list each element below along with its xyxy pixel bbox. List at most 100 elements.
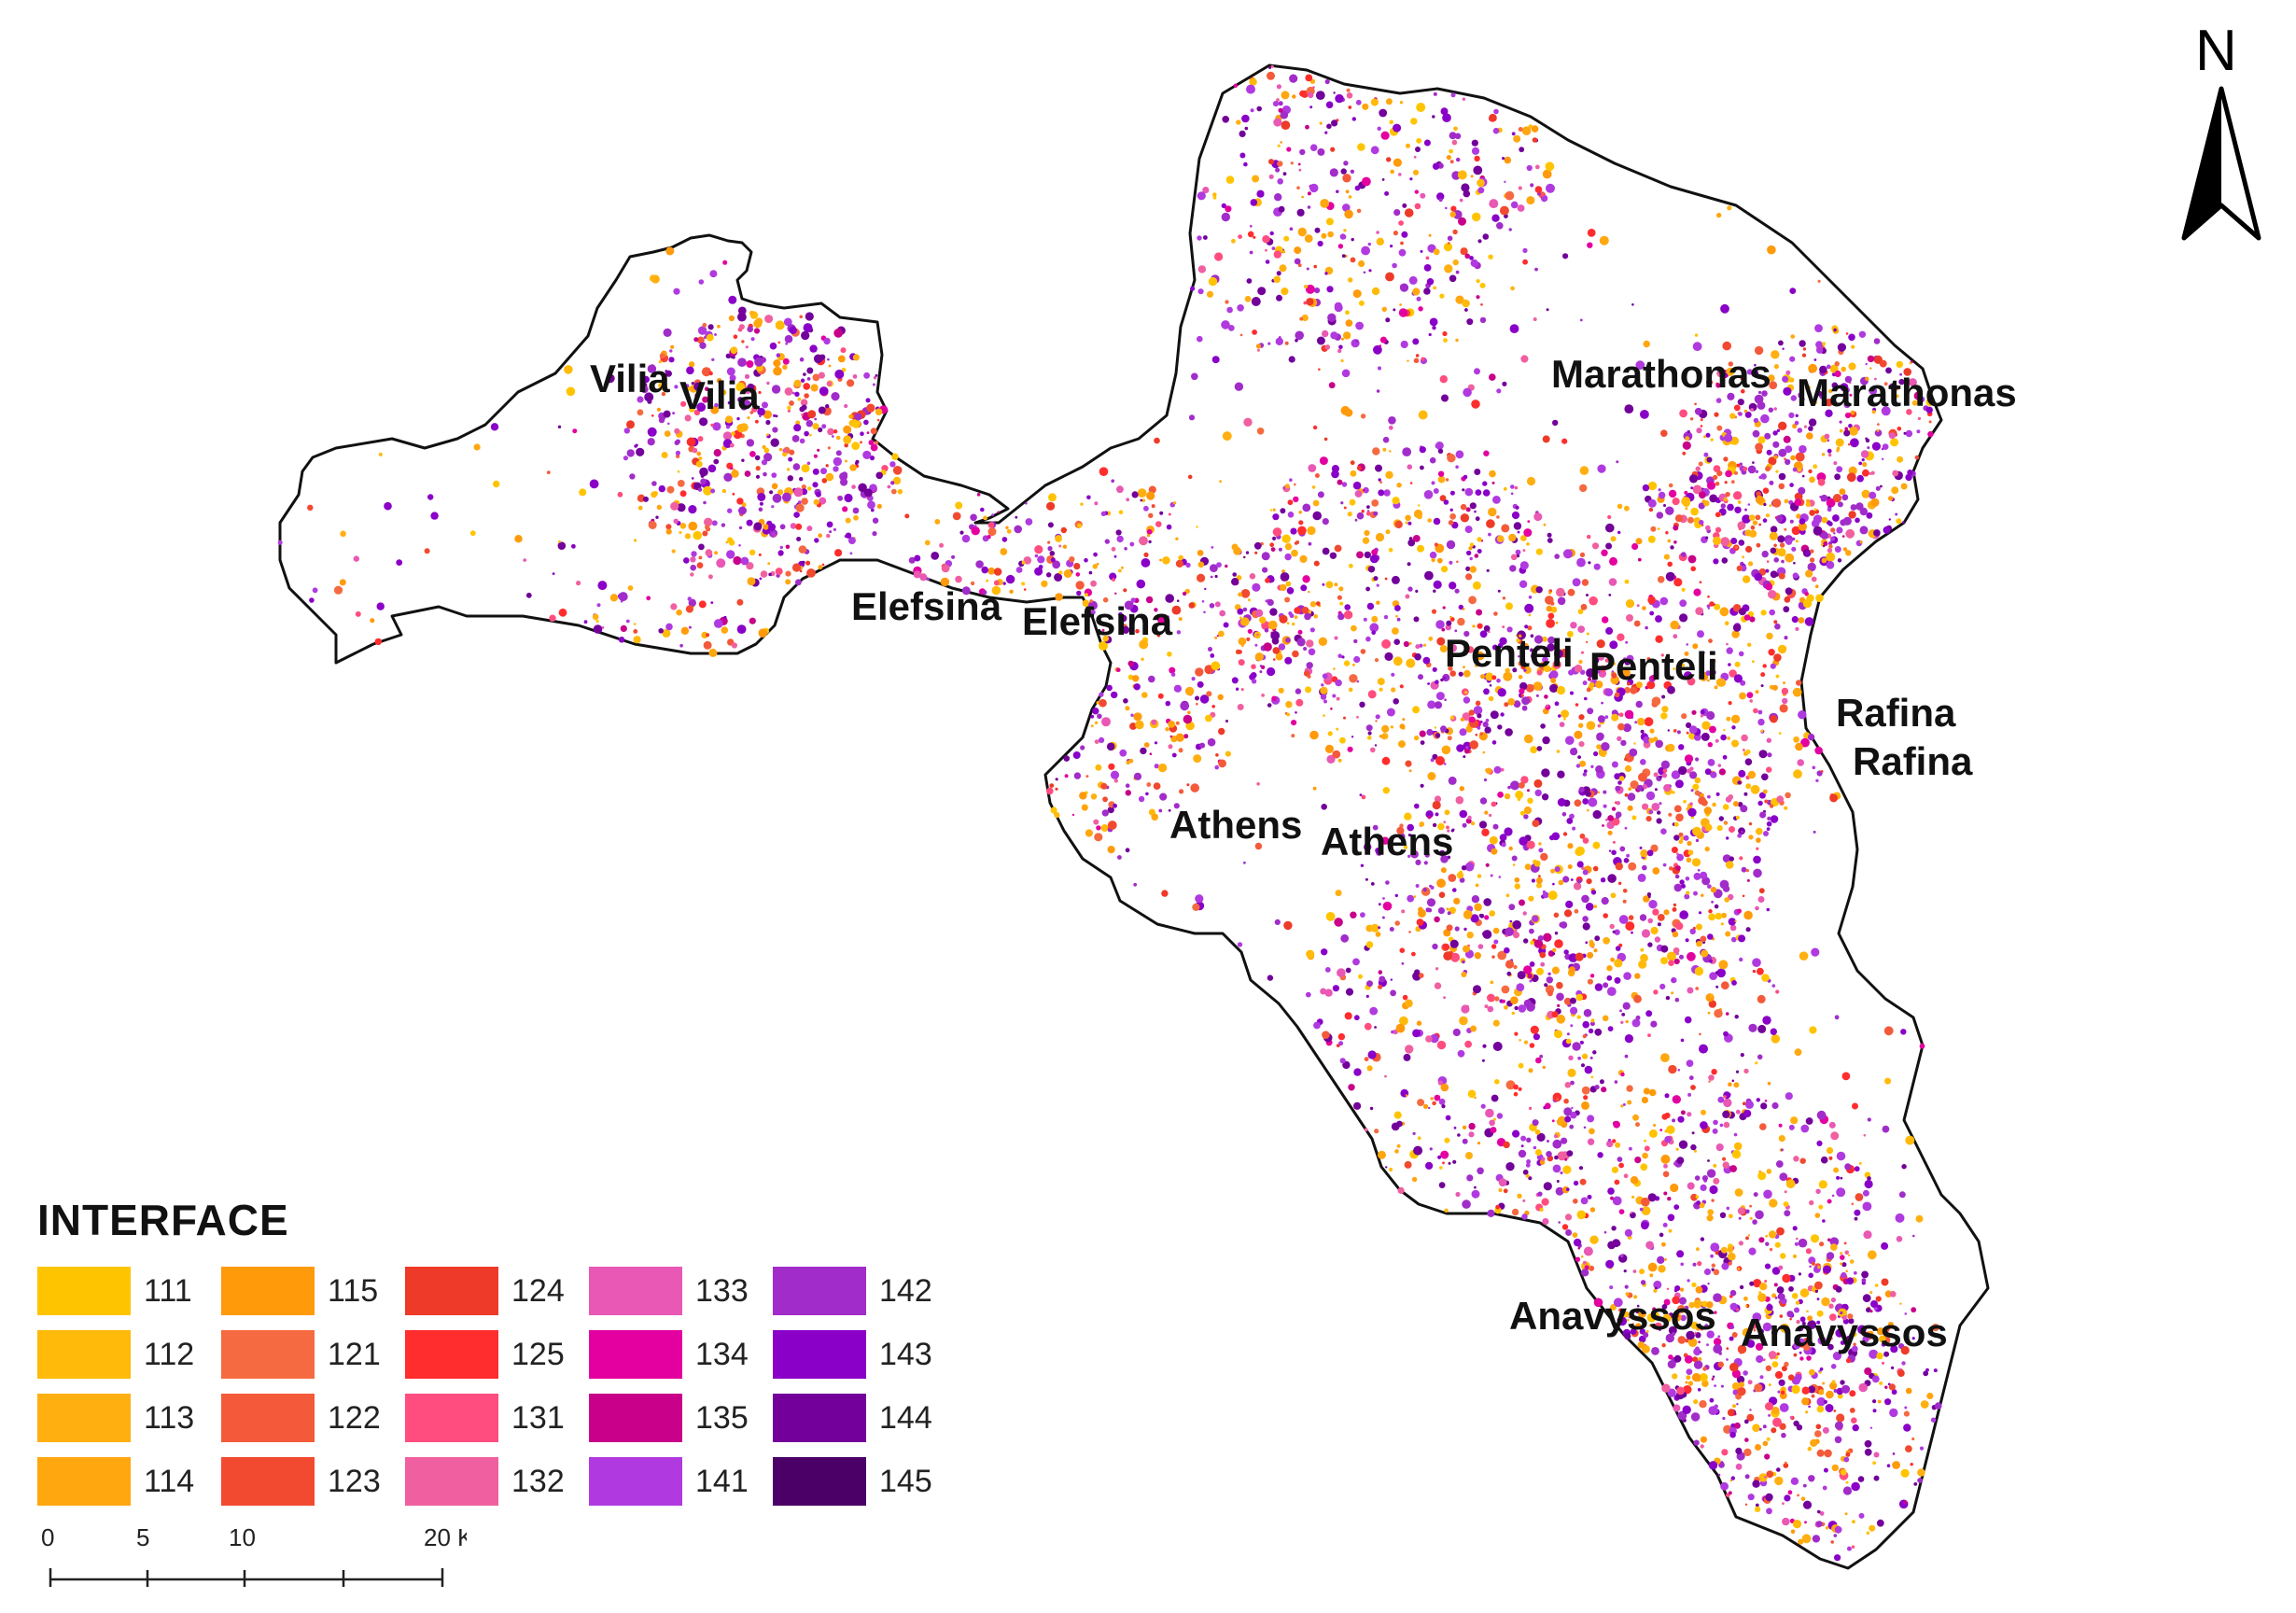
interface-patch	[1092, 564, 1099, 569]
interface-patch	[1474, 1096, 1477, 1100]
interface-patch	[1466, 932, 1474, 939]
interface-patch	[1435, 680, 1439, 684]
interface-patch	[1498, 1187, 1503, 1193]
interface-patch	[1783, 1463, 1789, 1468]
interface-patch	[1609, 1285, 1614, 1290]
interface-patch	[1809, 1026, 1817, 1034]
interface-patch	[1435, 620, 1445, 629]
interface-patch	[1417, 544, 1424, 553]
interface-patch	[1299, 554, 1308, 564]
interface-patch	[834, 369, 845, 379]
interface-patch	[1526, 1137, 1532, 1143]
interface-patch	[1791, 616, 1799, 624]
interface-patch	[1640, 759, 1646, 765]
interface-patch	[1154, 764, 1159, 769]
interface-patch	[1813, 830, 1816, 834]
interface-patch	[1116, 485, 1124, 494]
interface-patch	[1281, 91, 1290, 100]
interface-patch	[1607, 1187, 1615, 1195]
interface-patch	[1807, 1446, 1813, 1452]
interface-patch	[1687, 1338, 1698, 1347]
interface-patch	[1686, 891, 1690, 895]
interface-patch	[1640, 953, 1648, 962]
interface-patch	[764, 315, 774, 324]
interface-patch	[1521, 696, 1531, 706]
interface-patch	[1378, 903, 1381, 906]
interface-patch	[1711, 1378, 1715, 1381]
interface-patch	[1253, 541, 1262, 550]
interface-patch	[1872, 1409, 1877, 1413]
interface-patch	[1359, 793, 1363, 796]
interface-patch	[982, 590, 987, 596]
interface-patch	[812, 373, 820, 382]
interface-patch	[1583, 1095, 1589, 1101]
interface-patch	[1808, 1272, 1813, 1279]
interface-patch	[1759, 1283, 1768, 1291]
interface-patch	[1716, 968, 1726, 978]
interface-patch	[1650, 844, 1659, 852]
interface-patch	[1006, 528, 1012, 534]
interface-patch	[1784, 498, 1789, 504]
interface-patch	[1635, 681, 1643, 689]
interface-patch	[1343, 660, 1351, 666]
interface-patch	[1171, 605, 1182, 615]
interface-patch	[1430, 1097, 1434, 1101]
interface-patch	[1726, 716, 1731, 722]
interface-patch	[1603, 913, 1608, 919]
interface-patch	[1292, 650, 1299, 658]
interface-patch	[1711, 1199, 1715, 1202]
interface-patch	[1476, 609, 1483, 616]
interface-patch	[1456, 871, 1464, 879]
interface-patch	[1900, 483, 1908, 490]
interface-patch	[1508, 846, 1513, 851]
interface-patch	[514, 535, 523, 543]
interface-patch	[1385, 317, 1391, 323]
interface-patch	[1563, 718, 1566, 721]
interface-patch	[1679, 954, 1684, 960]
interface-patch	[1867, 1250, 1877, 1260]
interface-patch	[1377, 366, 1382, 371]
interface-patch	[1263, 642, 1272, 652]
interface-patch	[1434, 982, 1442, 989]
interface-patch	[1680, 1038, 1685, 1043]
interface-patch	[1796, 1237, 1799, 1241]
interface-patch	[1055, 778, 1058, 781]
interface-patch	[875, 408, 883, 416]
interface-patch	[1512, 1129, 1520, 1138]
interface-patch	[1889, 1291, 1897, 1297]
interface-patch	[669, 349, 673, 353]
interface-patch	[818, 372, 826, 379]
interface-patch	[1795, 540, 1799, 543]
interface-patch	[1744, 1503, 1748, 1507]
interface-patch	[1728, 1213, 1733, 1219]
interface-patch	[1709, 601, 1715, 607]
interface-patch	[1432, 326, 1436, 330]
interface-patch	[1249, 250, 1253, 255]
interface-patch	[1594, 1028, 1603, 1036]
interface-patch	[1422, 888, 1427, 892]
interface-patch	[1583, 1246, 1593, 1256]
interface-patch	[1848, 424, 1853, 428]
interface-patch	[1756, 847, 1759, 850]
interface-patch	[1490, 710, 1499, 720]
interface-patch	[1281, 120, 1291, 131]
interface-patch	[1765, 466, 1771, 472]
interface-patch	[1782, 375, 1789, 383]
interface-patch	[1790, 334, 1795, 339]
interface-patch	[1530, 940, 1534, 946]
interface-patch	[703, 485, 713, 496]
interface-patch	[1624, 764, 1632, 773]
interface-patch	[1111, 479, 1114, 483]
interface-patch	[1718, 960, 1729, 970]
interface-patch	[1806, 594, 1814, 602]
interface-patch	[710, 488, 716, 494]
interface-patch	[1434, 795, 1442, 803]
interface-patch	[1317, 147, 1325, 156]
interface-patch	[1846, 1335, 1853, 1341]
interface-patch	[1864, 1367, 1872, 1376]
interface-patch	[1366, 1065, 1373, 1072]
interface-patch	[1662, 1313, 1672, 1324]
interface-patch	[1631, 1195, 1635, 1199]
interface-patch	[1807, 1315, 1813, 1322]
interface-patch	[1743, 1109, 1752, 1118]
